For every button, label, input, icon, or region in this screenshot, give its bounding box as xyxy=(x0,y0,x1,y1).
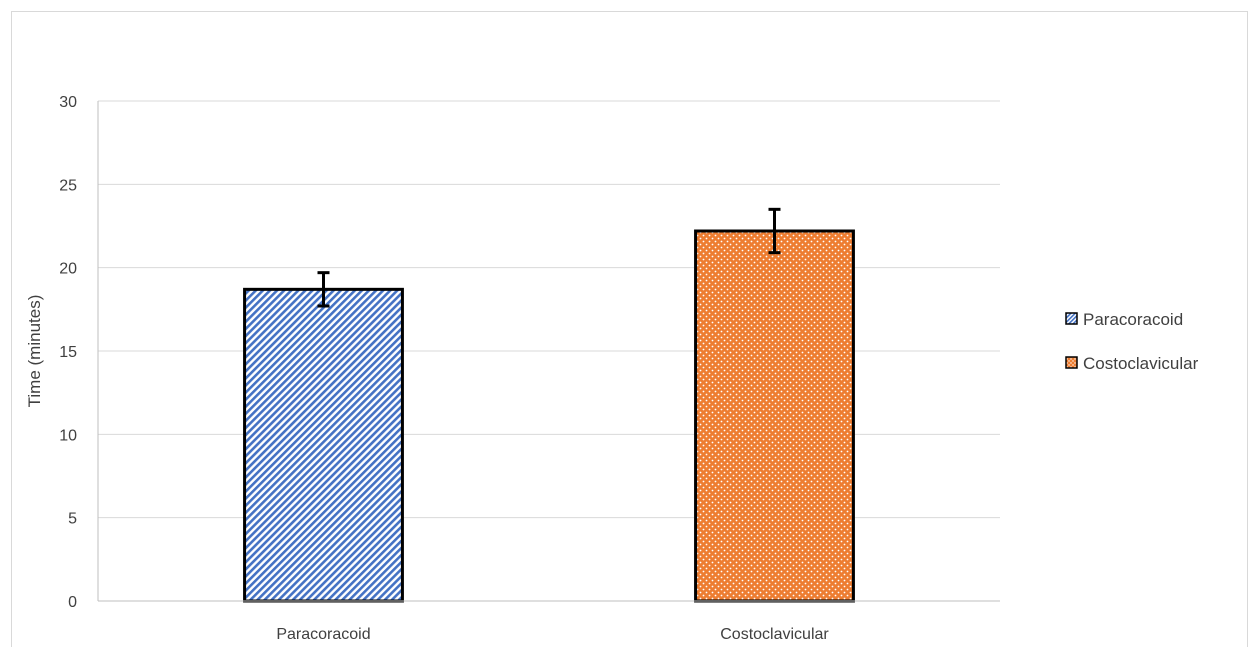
bars xyxy=(243,229,855,603)
legend-item-costoclavicular: Costoclavicular xyxy=(1065,354,1199,373)
legend-label: Costoclavicular xyxy=(1083,354,1199,373)
legend-swatch xyxy=(1065,312,1078,325)
y-tick-label: 5 xyxy=(68,511,77,528)
error-bars xyxy=(317,207,781,308)
x-tick-labels: Paracoracoid Costoclavicular xyxy=(276,626,829,643)
y-tick-label: 0 xyxy=(68,594,77,611)
bar-costoclavicular xyxy=(694,229,855,603)
chart-border xyxy=(11,11,1248,652)
x-tick-label: Paracoracoid xyxy=(276,626,370,643)
error-bar-paracoracoid xyxy=(317,271,330,308)
y-tick-label: 10 xyxy=(59,427,77,444)
legend-label: Paracoracoid xyxy=(1083,310,1183,329)
bar-paracoracoid xyxy=(243,287,404,603)
y-axis-title: Time (minutes) xyxy=(25,295,44,408)
y-tick-labels: 0 5 10 15 20 25 30 xyxy=(59,94,77,611)
y-tick-label: 30 xyxy=(59,94,77,111)
error-bar-costoclavicular xyxy=(768,207,781,255)
y-tick-label: 20 xyxy=(59,261,77,278)
y-tick-label: 15 xyxy=(59,344,77,361)
legend-item-paracoracoid: Paracoracoid xyxy=(1065,310,1183,329)
legend: Paracoracoid Costoclavicular xyxy=(1065,310,1199,373)
gridlines xyxy=(98,100,1000,519)
y-tick-label: 25 xyxy=(59,177,77,194)
x-tick-label: Costoclavicular xyxy=(720,626,829,643)
legend-swatch xyxy=(1065,356,1078,369)
